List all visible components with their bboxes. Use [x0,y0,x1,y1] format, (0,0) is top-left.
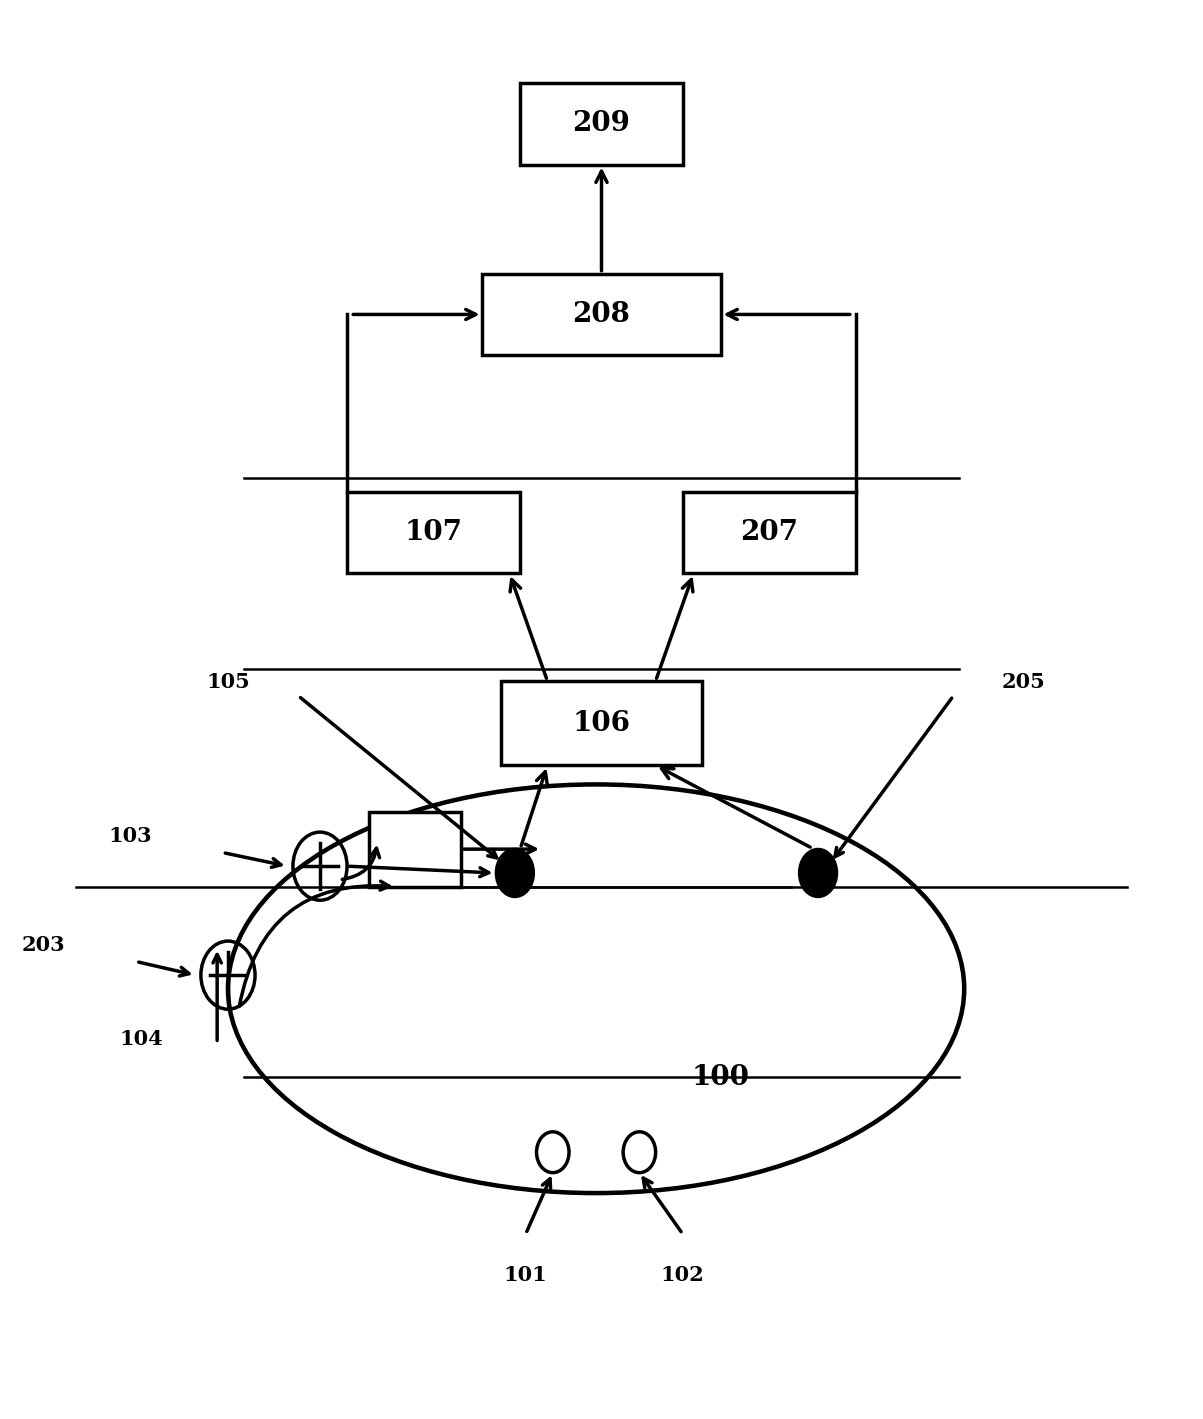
Text: 209: 209 [573,111,630,138]
Text: 100: 100 [692,1064,749,1091]
Circle shape [496,849,534,897]
Text: 102: 102 [660,1264,705,1284]
Text: 203: 203 [22,935,66,955]
Text: 207: 207 [740,519,799,546]
FancyBboxPatch shape [683,491,857,573]
Text: 106: 106 [573,710,630,736]
Text: 105: 105 [206,673,250,692]
FancyBboxPatch shape [520,82,682,165]
Text: 208: 208 [573,301,630,328]
FancyBboxPatch shape [502,681,701,765]
Text: 205: 205 [1002,673,1045,692]
Text: 107: 107 [404,519,463,546]
FancyBboxPatch shape [368,812,461,887]
Ellipse shape [227,785,964,1193]
Circle shape [799,849,837,897]
Text: 101: 101 [504,1264,547,1284]
FancyBboxPatch shape [346,491,520,573]
FancyBboxPatch shape [482,274,721,355]
Text: 104: 104 [119,1029,164,1049]
Text: 103: 103 [108,826,152,846]
